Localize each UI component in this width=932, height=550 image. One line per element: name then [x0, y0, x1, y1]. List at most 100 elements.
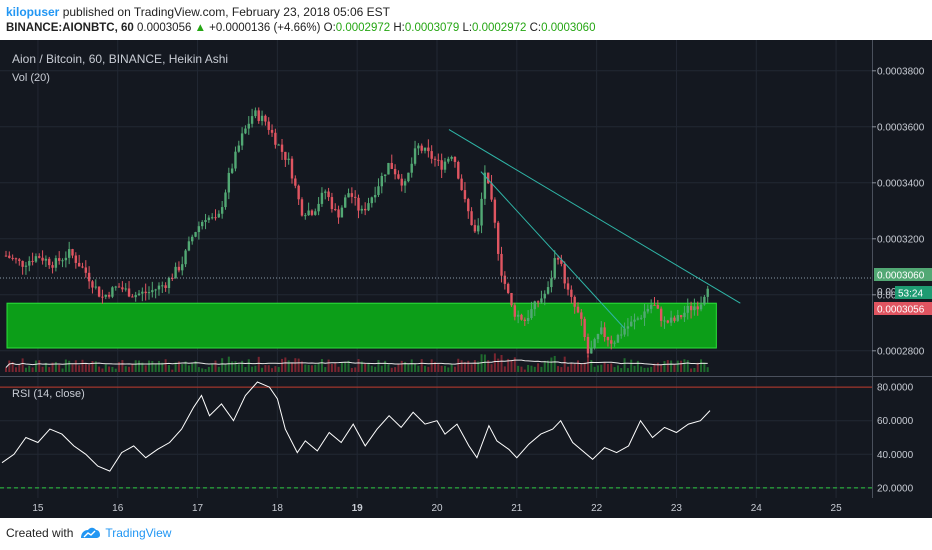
candle-body	[257, 110, 260, 121]
candle-body	[437, 159, 440, 161]
candle-body	[87, 272, 91, 282]
candle-body	[467, 199, 470, 212]
volume-bar	[320, 359, 323, 372]
candle-body	[626, 326, 630, 329]
volume-bar	[374, 366, 377, 372]
volume-bar	[397, 363, 400, 372]
volume-bar	[434, 362, 437, 372]
volume-bar	[84, 363, 87, 372]
volume-bar	[181, 364, 184, 372]
volume-bar	[144, 365, 147, 372]
close-value: 0.0003060	[541, 22, 596, 34]
volume-bar	[407, 364, 410, 372]
candle-body	[590, 348, 593, 354]
candle-body	[307, 210, 310, 216]
candle-body	[673, 317, 676, 321]
candle-body	[157, 285, 161, 290]
candle-body	[274, 132, 277, 145]
volume-bar	[74, 360, 77, 372]
candle-body	[117, 286, 121, 288]
volume-bar	[430, 359, 433, 372]
candle-body	[294, 178, 297, 186]
volume-bar	[440, 365, 443, 372]
volume-bar	[547, 360, 550, 372]
candle-body	[197, 226, 201, 233]
volume-bar	[663, 361, 666, 372]
volume-bar	[194, 361, 197, 372]
high-label: H:	[393, 22, 405, 34]
current-price-tag	[874, 268, 932, 281]
volume-bar	[530, 365, 533, 372]
volume-bar	[101, 368, 104, 372]
candle-body	[699, 304, 703, 310]
volume-bar	[4, 367, 7, 372]
candle-body	[107, 294, 111, 297]
volume-bar	[453, 366, 456, 372]
volume-bar	[81, 359, 84, 372]
candle-body	[74, 255, 78, 263]
volume-bar	[14, 367, 17, 372]
volume-bar	[191, 363, 194, 372]
volume-bar	[54, 361, 57, 372]
candle-body	[593, 339, 596, 349]
candle-body	[440, 160, 443, 170]
candle-body	[679, 315, 683, 318]
candle-body	[367, 203, 370, 211]
price-tick-label: 0.0003400	[877, 178, 925, 189]
author-link[interactable]: kilopuser	[6, 5, 60, 19]
volume-bar	[360, 361, 363, 372]
volume-bar	[620, 368, 623, 372]
volume-bar	[567, 366, 570, 372]
volume-bar	[457, 358, 460, 372]
rsi-tick-label: 60.0000	[877, 416, 914, 427]
candle-body	[676, 315, 679, 321]
volume-bar	[623, 358, 626, 372]
candle-body	[141, 291, 144, 294]
candle-body	[433, 158, 437, 160]
candle-body	[506, 283, 510, 293]
candle-body	[649, 304, 653, 309]
candle-body	[290, 158, 294, 179]
volume-bar	[414, 363, 417, 372]
publish-line: kilopuser published on TradingView.com, …	[6, 5, 390, 19]
time-tick-label: 20	[431, 503, 443, 514]
volume-bar	[221, 358, 224, 372]
tradingview-brand-link[interactable]: TradingView	[105, 526, 172, 541]
candle-body	[337, 209, 340, 218]
volume-bar	[78, 365, 81, 372]
candle-body	[533, 301, 536, 310]
candle-body	[18, 259, 21, 261]
candle-body	[513, 305, 517, 317]
candle-body	[447, 158, 450, 162]
volume-bar	[154, 364, 157, 372]
chart-background	[0, 40, 932, 518]
candle-body	[390, 162, 393, 169]
chart-area[interactable]: 0.00028000.00030000.00032000.00034000.00…	[0, 40, 932, 518]
candle-body	[417, 145, 420, 149]
candle-body	[656, 305, 660, 309]
chart-svg[interactable]: 0.00028000.00030000.00032000.00034000.00…	[0, 40, 932, 518]
volume-bar	[307, 364, 310, 372]
footer: Created with TradingView	[6, 526, 171, 542]
volume-bar	[646, 367, 649, 372]
candle-body	[520, 314, 523, 320]
volume-bar	[350, 367, 353, 372]
candle-body	[666, 320, 670, 323]
candle-body	[480, 198, 483, 226]
volume-bar	[38, 360, 41, 372]
volume-bar	[387, 364, 390, 372]
volume-bar	[88, 364, 91, 372]
candle-body	[34, 256, 38, 262]
candle-body	[167, 277, 171, 288]
volume-bar	[147, 360, 150, 372]
candle-body	[633, 319, 636, 322]
candle-body	[616, 335, 620, 343]
candle-body	[54, 258, 58, 268]
volume-bar	[666, 360, 669, 372]
volume-bar	[557, 366, 560, 372]
candle-body	[277, 144, 280, 146]
rsi-axis-ticks: 20.0000 40.0000 60.0000 80.0000	[877, 383, 914, 495]
candle-body	[214, 217, 217, 219]
volume-bar	[151, 361, 154, 372]
volume-bar	[264, 365, 267, 372]
